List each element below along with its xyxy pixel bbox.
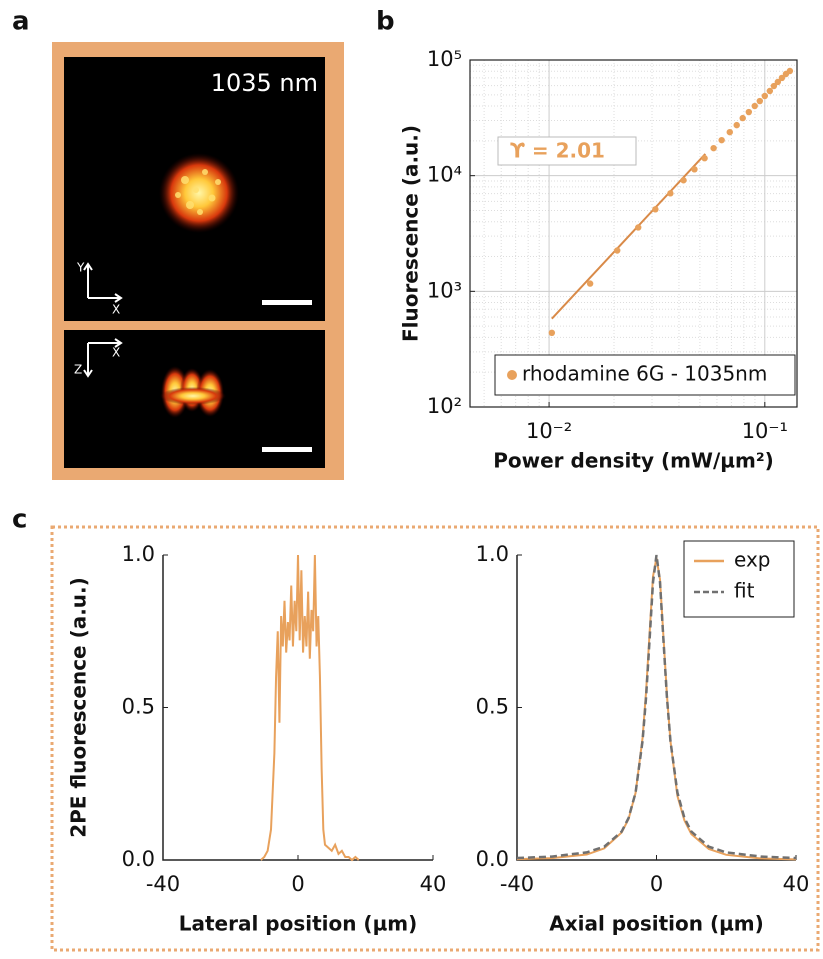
- x-tick-label: 0: [291, 872, 304, 896]
- legend-label: rhodamine 6G - 1035nm: [522, 362, 767, 386]
- x-tick-label: -40: [500, 872, 534, 896]
- annotation-box: [497, 136, 637, 166]
- x-axis-label: Power density (mW/µm²): [493, 449, 774, 473]
- axis-line: [162, 555, 433, 861]
- legend-marker: [507, 370, 517, 380]
- plot-frame: [469, 59, 798, 408]
- data-line: [516, 554, 797, 860]
- data-point: [761, 92, 769, 100]
- y-tick-label: 10²: [427, 394, 462, 418]
- data-point: [635, 224, 642, 231]
- y-tick-label: 1.0: [122, 542, 155, 566]
- axis-letter: X: [112, 346, 120, 360]
- data-point: [680, 177, 687, 184]
- panel-label: a: [12, 7, 30, 37]
- x-tick-label: 0: [650, 872, 663, 896]
- bead-speckle: [175, 169, 221, 215]
- y-tick-label: 10⁴: [427, 163, 462, 187]
- x-tick-label: 10⁻¹: [742, 419, 788, 443]
- scale-bar: [262, 300, 312, 305]
- axis-line: [516, 555, 796, 861]
- axis-letter: X: [112, 303, 120, 317]
- data-point: [718, 136, 725, 144]
- data-point: [614, 247, 621, 254]
- axis-letter: Z: [74, 363, 82, 377]
- annotation: ϒ = 2.01: [510, 139, 605, 163]
- data-point: [770, 82, 778, 90]
- x-tick-label: -40: [146, 872, 180, 896]
- bead-xz-image: [160, 366, 226, 418]
- data-point: [786, 67, 794, 75]
- data-point: [774, 78, 782, 86]
- data-point: [726, 128, 733, 136]
- x-tick-label: 40: [420, 872, 447, 896]
- y-tick-label: 10⁵: [427, 47, 462, 71]
- data-point: [710, 144, 717, 152]
- image-panel: 1035 nm Y X Z X: [52, 42, 344, 480]
- y-tick-label: 1.0: [476, 542, 509, 566]
- y-tick-label: 10³: [427, 278, 462, 302]
- legend-box: [683, 540, 795, 618]
- axis-arrows: [83, 262, 123, 378]
- data-point: [701, 155, 708, 162]
- x-tick-label: 40: [783, 872, 810, 896]
- data-point: [691, 166, 698, 173]
- data-point: [667, 190, 674, 197]
- data-point: [652, 206, 659, 213]
- x-axis-label: Axial position (µm): [549, 912, 764, 936]
- data-point: [766, 87, 774, 95]
- data-line: [551, 153, 707, 320]
- data-point: [586, 280, 594, 287]
- panel-label: b: [376, 7, 395, 37]
- legend-label: fit: [734, 579, 755, 603]
- panel-c-frame: [50, 525, 820, 952]
- legend-label: exp: [734, 548, 770, 572]
- y-tick-label: 0.5: [476, 695, 509, 719]
- data-point: [548, 329, 556, 337]
- y-tick-label: 0.0: [476, 847, 509, 871]
- wavelength-label: 1035 nm: [211, 69, 318, 97]
- data-point: [751, 102, 758, 110]
- data-point: [733, 121, 740, 129]
- y-axis-label: Fluorescence (a.u.): [399, 125, 423, 342]
- data-line: [260, 554, 360, 862]
- bead-image: [159, 153, 239, 233]
- scale-bar: [262, 447, 312, 452]
- x-axis-label: Lateral position (µm): [179, 912, 418, 936]
- panel-label: c: [12, 505, 27, 535]
- axis-letter: Y: [76, 261, 85, 275]
- data-point: [756, 97, 764, 105]
- legend-box: [494, 354, 796, 396]
- y-axis-label: 2PE fluorescence (a.u.): [67, 577, 91, 838]
- y-tick-label: 0.0: [122, 847, 155, 871]
- y-tick-label: 0.5: [122, 695, 155, 719]
- x-tick-label: 10⁻²: [526, 419, 572, 443]
- data-point: [745, 108, 753, 116]
- data-point: [778, 74, 786, 82]
- data-point: [739, 114, 746, 122]
